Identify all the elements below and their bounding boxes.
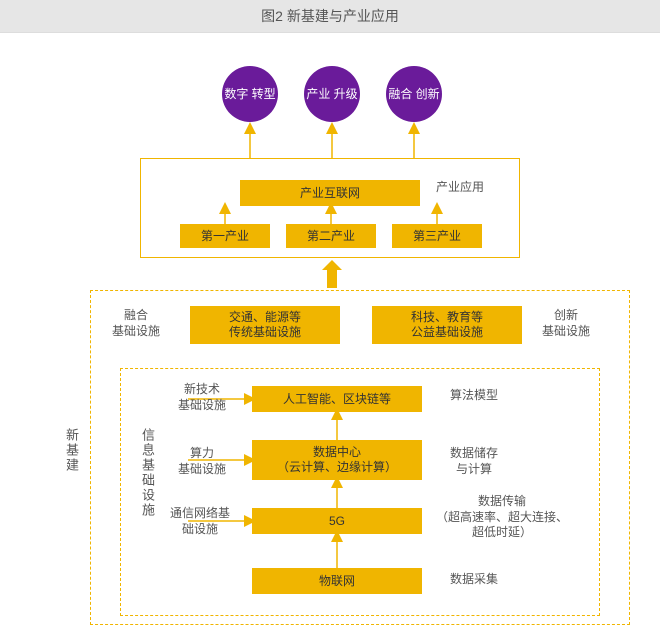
label-compute-infra: 算力 基础设施 [178, 446, 226, 477]
box-ai-blockchain: 人工智能、区块链等 [252, 386, 422, 412]
label-store-compute: 数据储存 与计算 [450, 446, 498, 477]
box-data-center: 数据中心 （云计算、边缘计算） [252, 440, 422, 480]
label-algo: 算法模型 [450, 388, 498, 404]
circle-industry-upgrade: 产业 升级 [304, 66, 360, 122]
box-primary-industry: 第一产业 [180, 224, 270, 248]
diagram-stage: 数字 转型 产业 升级 融合 创新 产业互联网 产业应用 第一产业 第二产业 第… [0, 28, 660, 640]
box-tertiary-industry: 第三产业 [392, 224, 482, 248]
box-traditional-infra: 交通、能源等 传统基础设施 [190, 306, 340, 344]
box-industrial-internet: 产业互联网 [240, 180, 420, 206]
label-innov-infra: 创新 基础设施 [542, 308, 590, 339]
label-newtech-infra: 新技术 基础设施 [178, 382, 226, 413]
label-comm-infra: 通信网络基 础设施 [170, 506, 230, 537]
box-secondary-industry: 第二产业 [286, 224, 376, 248]
label-collect: 数据采集 [450, 572, 498, 588]
box-public-infra: 科技、教育等 公益基础设施 [372, 306, 522, 344]
box-5g: 5G [252, 508, 422, 534]
vlabel-info-infra: 信息基础设施 [138, 428, 157, 518]
label-industry-app: 产业应用 [436, 180, 484, 196]
circle-fusion-innovation: 融合 创新 [386, 66, 442, 122]
box-iot: 物联网 [252, 568, 422, 594]
label-fusion-infra: 融合 基础设施 [112, 308, 160, 339]
label-transport: 数据传输 （超高速率、超大连接、 超低时延） [436, 494, 568, 541]
vlabel-xinjijian: 新基建 [62, 428, 81, 473]
circle-digital-transform: 数字 转型 [222, 66, 278, 122]
